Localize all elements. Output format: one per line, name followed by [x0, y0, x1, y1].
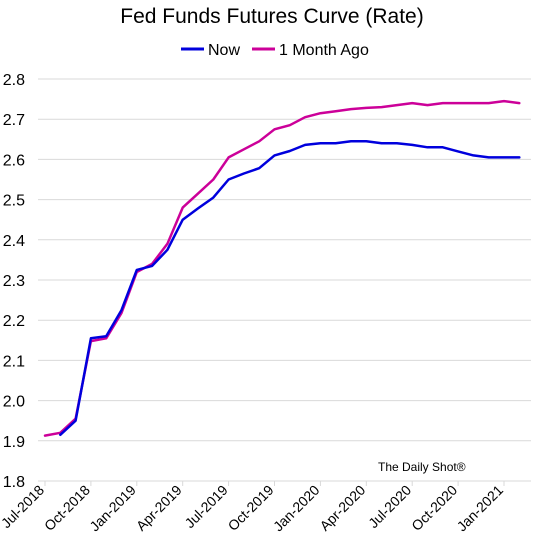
x-tick-label: Oct-2019: [225, 482, 277, 534]
x-tick-label: Apr-2019: [133, 482, 185, 534]
y-tick-label: 2.4: [3, 233, 25, 250]
x-axis: Jul-2018Oct-2018Jan-2019Apr-2019Jul-2019…: [0, 481, 506, 534]
chart-title: Fed Funds Futures Curve (Rate): [120, 5, 423, 28]
y-tick-label: 1.8: [3, 474, 25, 491]
y-tick-label: 2.8: [3, 72, 25, 89]
x-tick-label: Jan-2019: [86, 482, 139, 535]
x-tick-label: Jan-2021: [454, 482, 507, 535]
y-tick-label: 2.0: [3, 394, 25, 411]
y-tick-label: 2.1: [3, 353, 25, 370]
y-axis: 1.8 1.9 2.0 2.1 2.2 2.3 2.4 2.5 2.6 2.7 2.8: [3, 72, 25, 491]
x-tick-label: Apr-2020: [316, 482, 368, 534]
x-tick-label: Jan-2020: [270, 482, 323, 535]
legend: Now 1 Month Ago: [181, 42, 369, 59]
x-tick-label: Oct-2018: [41, 482, 93, 534]
y-tick-label: 1.9: [3, 434, 25, 451]
series: [43, 99, 521, 437]
x-tick-label: Oct-2020: [408, 482, 460, 534]
x-tick-label: Jul-2020: [365, 482, 414, 531]
x-tick-label: Jul-2019: [181, 482, 230, 531]
y-tick-label: 2.2: [3, 313, 25, 330]
y-tick-label: 2.6: [3, 152, 25, 169]
y-tick-label: 2.7: [3, 112, 25, 129]
y-tick-label: 2.3: [3, 273, 25, 290]
gridlines: [38, 78, 531, 482]
legend-label-1-month-ago: 1 Month Ago: [279, 42, 369, 59]
series-line-1-month-ago: [43, 99, 521, 437]
legend-label-now: Now: [208, 42, 240, 59]
series-line-now: [59, 140, 521, 437]
watermark: The Daily Shot®: [378, 460, 466, 474]
y-tick-label: 2.5: [3, 193, 25, 210]
